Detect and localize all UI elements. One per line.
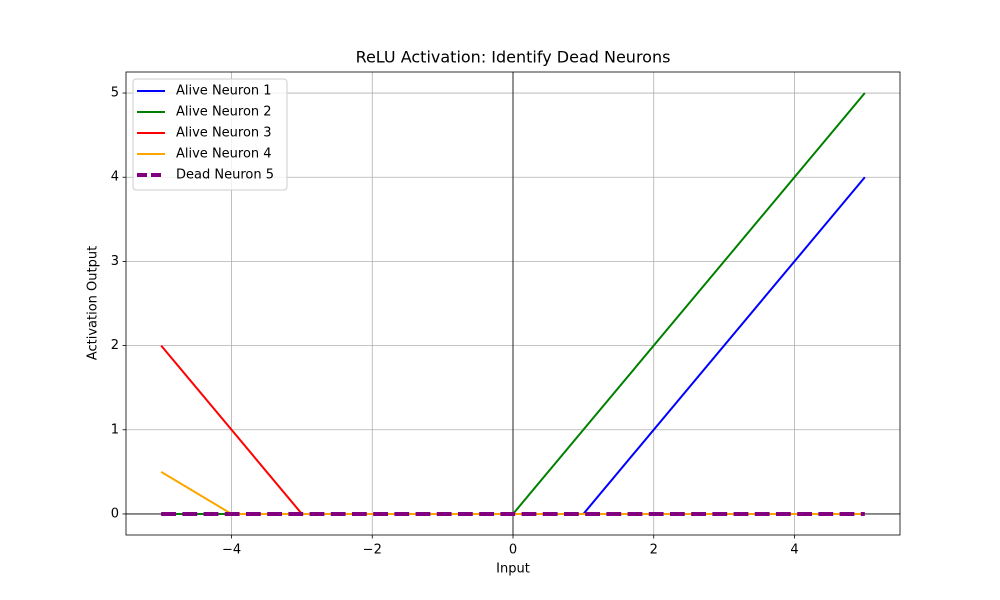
legend-label: Dead Neuron 5 xyxy=(176,168,274,183)
y-tick-label: 4 xyxy=(111,170,119,185)
legend-label: Alive Neuron 3 xyxy=(176,126,272,141)
legend-label: Alive Neuron 2 xyxy=(176,105,272,120)
x-tick-label: 4 xyxy=(790,543,798,558)
plot-frame xyxy=(125,71,901,536)
legend-label: Alive Neuron 1 xyxy=(176,84,272,99)
y-tick-label: 1 xyxy=(111,422,119,437)
x-tick-label: 2 xyxy=(650,543,658,558)
legend: Alive Neuron 1 Alive Neuron 2 Alive Neuron… xyxy=(132,78,288,191)
y-tick-label: 0 xyxy=(111,506,119,521)
legend-box xyxy=(132,78,288,191)
y-tick-label: 3 xyxy=(111,254,119,269)
x-tick-label: 0 xyxy=(509,543,517,558)
y-axis-label: Activation Output xyxy=(86,246,101,360)
x-tick-label: −4 xyxy=(222,543,241,558)
x-axis-label: Input xyxy=(496,562,530,577)
x-tick-label: −2 xyxy=(363,543,382,558)
y-tick-label: 5 xyxy=(111,86,119,101)
y-tick-label: 2 xyxy=(111,338,119,353)
legend-label: Alive Neuron 4 xyxy=(176,147,272,162)
chart-title: ReLU Activation: Identify Dead Neurons xyxy=(356,48,671,67)
